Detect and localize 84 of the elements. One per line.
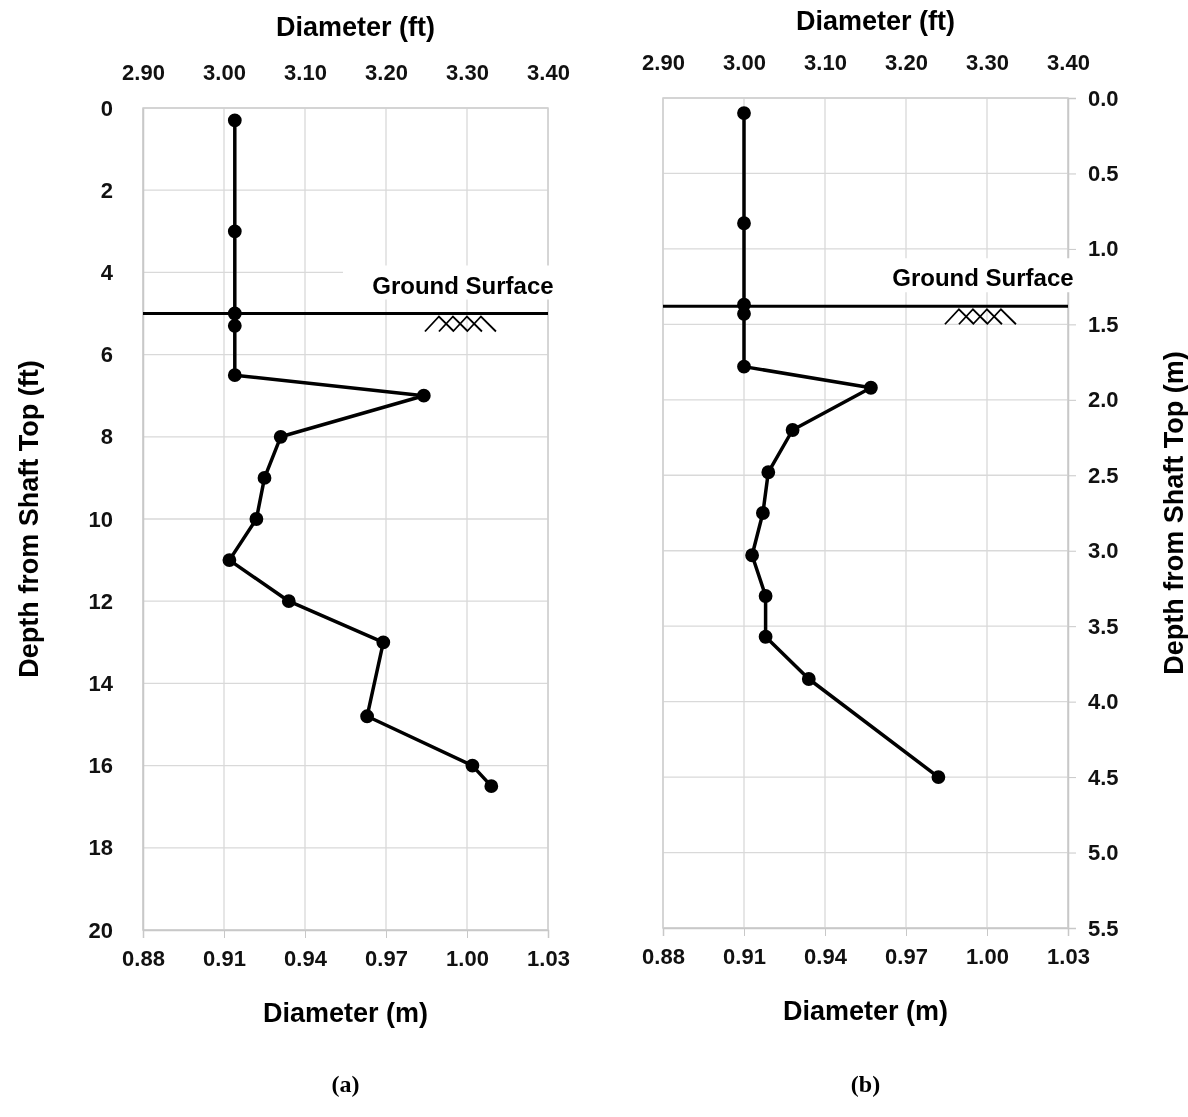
- point: [745, 548, 760, 563]
- x-axis-title: Diameter (m): [262, 998, 429, 1028]
- x2-tick-label: 3.00: [723, 50, 766, 75]
- y-axis-title: Depth from Shaft Top (ft): [14, 360, 44, 678]
- x-axis-title: Diameter (m): [782, 996, 949, 1026]
- point: [931, 770, 946, 784]
- y-tick-label: 2: [100, 177, 113, 203]
- y2-tick-label: 5.5: [1088, 915, 1119, 941]
- x-tick-label: 0.94: [804, 943, 848, 969]
- point: [863, 380, 878, 395]
- x-tick-label: 0.88: [642, 943, 685, 969]
- y2-tick-label: 3.0: [1088, 538, 1119, 564]
- point: [249, 512, 264, 526]
- point: [737, 106, 751, 120]
- y-tick-label: 18: [88, 835, 113, 861]
- y2-tick-label: 1.0: [1088, 236, 1119, 262]
- y-tick-label: 6: [100, 342, 113, 368]
- point: [484, 779, 499, 794]
- point: [761, 465, 776, 480]
- point: [227, 306, 242, 321]
- y2-tick-label: 1.5: [1088, 311, 1119, 337]
- point: [360, 709, 375, 724]
- y-tick-label: 14: [88, 670, 114, 696]
- ref-line-label: Ground Surface: [372, 271, 554, 299]
- x2-tick-label: 2.90: [122, 60, 165, 85]
- point: [273, 429, 288, 444]
- x2-axis-title: Diameter (ft): [275, 12, 436, 42]
- point: [257, 471, 272, 485]
- x-tick-label: 0.88: [122, 945, 165, 971]
- point: [758, 629, 773, 644]
- y2-tick-label: 5.0: [1088, 840, 1119, 866]
- x2-tick-label: 3.10: [804, 50, 847, 75]
- x-tick-label: 1.03: [527, 945, 570, 971]
- x2-axis-title: Diameter (ft): [795, 6, 956, 36]
- text: (b): [850, 1071, 881, 1097]
- y2-tick-label: 3.5: [1088, 613, 1119, 639]
- point: [416, 388, 431, 403]
- text: (a): [331, 1071, 360, 1097]
- ref-line-label: Ground Surface: [892, 264, 1074, 292]
- point: [227, 224, 242, 239]
- y-tick-label: 20: [88, 917, 113, 943]
- x2-tick-label: 3.40: [1047, 50, 1090, 75]
- x-tick-label: 0.97: [885, 943, 928, 969]
- point: [465, 758, 480, 773]
- y2-tick-label: 4.0: [1088, 689, 1119, 715]
- y-tick-label: 0: [100, 95, 113, 121]
- x-tick-label: 0.94: [284, 945, 328, 971]
- y-tick-label: 16: [88, 753, 113, 779]
- y-tick-label: 8: [100, 424, 113, 450]
- point: [758, 589, 773, 603]
- x2-tick-label: 3.20: [365, 60, 408, 85]
- x2-tick-label: 3.30: [966, 50, 1009, 75]
- point: [737, 359, 751, 374]
- point: [801, 672, 816, 686]
- x-tick-label: 0.91: [723, 943, 766, 969]
- x2-tick-label: 2.90: [642, 50, 685, 75]
- point: [755, 506, 770, 520]
- point: [785, 423, 800, 437]
- y2-tick-label: 0.0: [1088, 85, 1119, 111]
- point: [737, 216, 751, 231]
- x2-tick-label: 3.30: [446, 60, 489, 85]
- y-tick-label: 12: [88, 588, 113, 614]
- y2-tick-label: 0.5: [1088, 160, 1119, 186]
- x-tick-label: 1.00: [446, 945, 489, 971]
- point: [227, 368, 242, 383]
- x2-tick-label: 3.00: [203, 60, 246, 85]
- x-tick-label: 1.03: [1047, 943, 1090, 969]
- point: [227, 113, 242, 128]
- x2-tick-label: 3.10: [284, 60, 327, 85]
- y2-tick-label: 4.5: [1088, 764, 1119, 790]
- y2-tick-label: 2.5: [1088, 462, 1119, 488]
- y2-axis-title: Depth from Shaft Top (m): [1159, 351, 1188, 675]
- point: [376, 635, 391, 650]
- point: [281, 594, 296, 609]
- point: [222, 553, 237, 567]
- y-tick-label: 10: [88, 506, 113, 532]
- x-tick-label: 0.91: [203, 945, 246, 971]
- y2-tick-label: 2.0: [1088, 387, 1119, 413]
- x2-tick-label: 3.20: [885, 50, 928, 75]
- x-tick-label: 1.00: [966, 943, 1009, 969]
- point: [227, 318, 242, 333]
- y-tick-label: 4: [100, 259, 114, 285]
- x-tick-label: 0.97: [365, 945, 408, 971]
- x2-tick-label: 3.40: [527, 60, 570, 85]
